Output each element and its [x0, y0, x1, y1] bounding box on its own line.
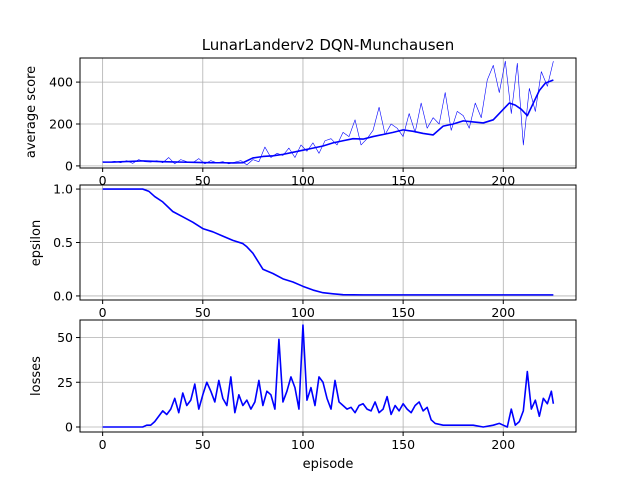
- ytick-label-epsilon: 0.5: [53, 235, 73, 250]
- ytick-label-epsilon: 0.0: [53, 288, 73, 303]
- subplot-average-score: 0 50 100 150 200 0 200 400: [49, 57, 577, 188]
- chart-title: LunarLanderv2 DQN-Munchausen: [202, 36, 455, 54]
- xtick-label-average-score: 50: [195, 173, 211, 188]
- xlabel-episode: episode: [303, 457, 354, 472]
- subplot-epsilon: 0 50 100 150 200 0.0 0.5 1.0: [53, 182, 577, 320]
- xtick-label-losses: 150: [391, 437, 415, 452]
- series-line-average-score-1: [102, 79, 554, 164]
- axes-frame-losses: [79, 319, 577, 433]
- xtick-label-average-score: 200: [491, 173, 515, 188]
- xtick-label-average-score: 0: [99, 173, 107, 188]
- subplot-losses: 0 50 100 150 200 0 25 50: [57, 319, 577, 452]
- xtick-label-losses: 0: [99, 437, 107, 452]
- xtick-label-losses: 200: [491, 437, 515, 452]
- xtick-label-losses: 50: [195, 437, 211, 452]
- ytick-label-losses: 25: [57, 375, 73, 390]
- ytick-label-losses: 0: [65, 419, 73, 434]
- series-line-epsilon-0: [102, 188, 554, 296]
- xtick-label-epsilon: 200: [491, 305, 515, 320]
- ytick-label-epsilon: 1.0: [53, 182, 73, 197]
- series-line-losses-0: [102, 324, 555, 428]
- xtick-label-average-score: 150: [391, 173, 415, 188]
- ylabel-average-score: average score: [24, 66, 39, 158]
- axes-frame-average-score: [79, 57, 577, 169]
- xtick-label-losses: 100: [291, 437, 315, 452]
- xtick-label-epsilon: 150: [391, 305, 415, 320]
- ytick-label-losses: 50: [57, 330, 73, 345]
- ytick-label-average-score: 200: [49, 117, 73, 132]
- xtick-label-epsilon: 0: [99, 305, 107, 320]
- xtick-label-average-score: 100: [291, 173, 315, 188]
- xtick-label-epsilon: 100: [291, 305, 315, 320]
- ytick-label-average-score: 0: [65, 158, 73, 173]
- ylabel-losses: losses: [29, 356, 44, 396]
- ytick-label-average-score: 400: [49, 75, 73, 90]
- ylabel-epsilon: epsilon: [29, 220, 44, 266]
- xtick-label-epsilon: 50: [195, 305, 211, 320]
